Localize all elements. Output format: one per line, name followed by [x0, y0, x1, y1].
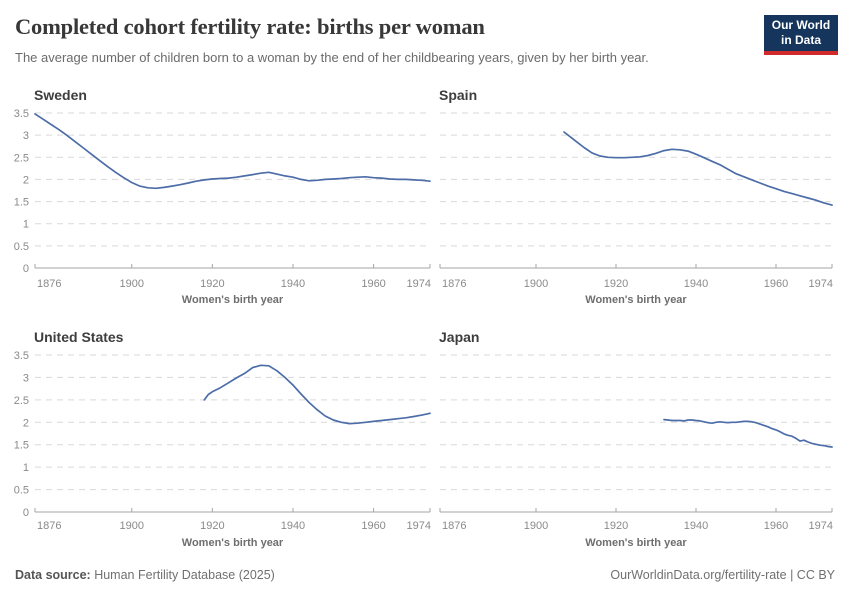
y-tick-label: 0: [23, 263, 29, 275]
owid-logo-line2: in Data: [780, 33, 821, 47]
x-tick-label: 1920: [604, 520, 628, 532]
x-tick-label: 1900: [119, 520, 143, 532]
x-tick-label: 1974: [809, 520, 833, 532]
line-series-spain: [563, 131, 833, 206]
facet-japan: Japan 1876 1900 1920 1940 1960 1974 Women's bir…: [439, 329, 833, 549]
owid-logo: Our World in Data: [764, 15, 838, 55]
x-tick-label: 1974: [407, 278, 431, 290]
footer-credit-link[interactable]: OurWorldinData.org/fertility-rate | CC B…: [610, 568, 835, 582]
y-tick-label: 0.5: [14, 485, 29, 497]
y-tick-label: 2.5: [14, 152, 29, 164]
y-tick-label: 0: [23, 507, 29, 519]
x-tick-label: 1920: [200, 520, 224, 532]
facet-title-sweden: Sweden: [34, 87, 87, 103]
x-tick-label: 1920: [604, 278, 628, 290]
facet-title-japan: Japan: [439, 329, 479, 345]
page-title: Completed cohort fertility rate: births …: [15, 14, 485, 39]
x-tick-label: 1876: [37, 278, 61, 290]
x-tick-label: 1974: [809, 278, 833, 290]
y-tick-label: 1.5: [14, 197, 29, 209]
x-axis-title: Women's birth year: [585, 294, 687, 306]
x-tick-label: 1960: [764, 520, 788, 532]
x-axis-title: Women's birth year: [585, 537, 687, 549]
x-tick-label: 1876: [442, 278, 466, 290]
line-series-japan: [663, 418, 833, 448]
x-tick-label: 1900: [119, 278, 143, 290]
y-tick-label: 2: [23, 174, 29, 186]
facet-title-spain: Spain: [439, 87, 477, 103]
x-tick-label: 1940: [684, 278, 708, 290]
x-axis-title: Women's birth year: [182, 537, 284, 549]
y-tick-label: 1: [23, 462, 29, 474]
y-tick-label: 1.5: [14, 440, 29, 452]
facet-title-united-states: United States: [34, 329, 124, 345]
y-tick-label: 3: [23, 372, 29, 384]
facet-spain: Spain 1876 1900 1920 1940 1960 1974 Women's bir…: [439, 87, 833, 306]
x-tick-label: 1960: [361, 520, 385, 532]
y-tick-label: 2.5: [14, 395, 29, 407]
data-source-value: Human Fertility Database (2025): [90, 568, 275, 582]
facets-grid: Sweden 0 0.5 1 1.5 2 2.5 3 3.5 1876 1900 1920 1940 19…: [14, 87, 833, 549]
x-tick-label: 1900: [524, 520, 548, 532]
facet-united-states: United States 0 0.5 1 1.5 2 2.5 3 3.5 1876 1900 192…: [14, 329, 431, 549]
y-tick-label: 3.5: [14, 108, 29, 120]
x-tick-label: 1960: [361, 278, 385, 290]
y-tick-label: 3.5: [14, 350, 29, 362]
x-tick-label: 1940: [281, 520, 305, 532]
x-tick-label: 1876: [442, 520, 466, 532]
line-series-united-states: [203, 364, 431, 425]
x-tick-label: 1900: [524, 278, 548, 290]
facet-sweden: Sweden 0 0.5 1 1.5 2 2.5 3 3.5 1876 1900 1920 1940 19…: [14, 87, 431, 306]
chart-footer: Data source: Human Fertility Database (2…: [15, 568, 835, 582]
data-source: Data source: Human Fertility Database (2…: [15, 568, 275, 582]
line-series-sweden: [34, 113, 431, 190]
x-axis-title: Women's birth year: [182, 294, 284, 306]
data-source-label: Data source:: [15, 568, 91, 582]
x-tick-label: 1974: [407, 520, 431, 532]
x-tick-label: 1920: [200, 278, 224, 290]
x-tick-label: 1960: [764, 278, 788, 290]
x-tick-label: 1940: [684, 520, 708, 532]
y-tick-label: 3: [23, 130, 29, 142]
x-tick-label: 1876: [37, 520, 61, 532]
owid-logo-line1: Our World: [771, 18, 831, 32]
y-tick-label: 1: [23, 219, 29, 231]
y-tick-label: 2: [23, 417, 29, 429]
y-tick-label: 0.5: [14, 241, 29, 253]
chart-subtitle: The average number of children born to a…: [15, 50, 649, 65]
x-tick-label: 1940: [281, 278, 305, 290]
